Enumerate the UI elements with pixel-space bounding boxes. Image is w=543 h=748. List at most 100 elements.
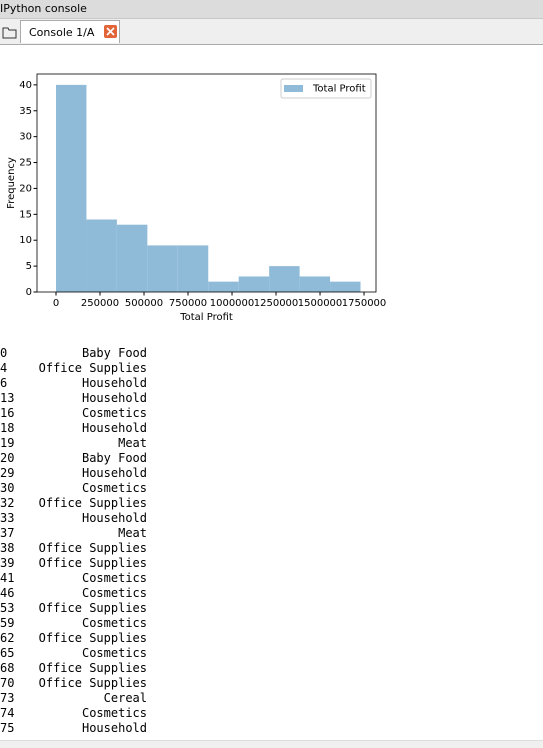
row-value: Baby Food (81, 451, 147, 465)
y-tick-label: 15 (19, 209, 32, 220)
output-row: 74 Cosmetics (0, 706, 150, 721)
row-index: 75 (0, 721, 15, 735)
row-value: Cosmetics (81, 406, 147, 420)
bar (177, 245, 209, 292)
row-value: Cosmetics (81, 616, 147, 630)
output-row: 13 Household (0, 391, 150, 406)
output-row: 18 Household (0, 421, 150, 436)
y-tick-label: 35 (19, 106, 32, 117)
window-title: IPython console (0, 2, 87, 15)
row-index: 20 (0, 451, 15, 465)
output-row: 41 Cosmetics (0, 571, 150, 586)
bar (56, 84, 87, 292)
y-tick-label: 10 (19, 235, 32, 246)
row-value: Office Supplies (38, 601, 147, 615)
row-value: Cosmetics (81, 586, 147, 600)
output-row: 75 Household (0, 721, 150, 736)
output-row: 32 Office Supplies (0, 496, 150, 511)
x-tick-label: 1500000 (298, 298, 343, 309)
row-index: 30 (0, 481, 15, 495)
x-tick-label: 1750000 (342, 298, 387, 309)
bar (116, 224, 148, 292)
row-value: Cosmetics (81, 481, 147, 495)
row-index: 32 (0, 496, 15, 510)
row-index: 13 (0, 391, 15, 405)
output-row: 65 Cosmetics (0, 646, 150, 661)
x-tick-label: 250000 (81, 298, 119, 309)
row-value: Household (81, 391, 147, 405)
row-value: Household (81, 511, 147, 525)
output-row: 33 Household (0, 511, 150, 526)
legend-box (280, 78, 372, 99)
output-row: 20 Baby Food (0, 451, 150, 466)
row-index: 39 (0, 556, 15, 570)
output-row: 53 Office Supplies (0, 601, 150, 616)
bar (299, 276, 331, 292)
row-value: Office Supplies (38, 496, 147, 510)
row-index: 62 (0, 631, 15, 645)
bar (208, 281, 239, 292)
row-index: 6 (0, 376, 8, 390)
bar (147, 245, 178, 292)
output-row: 0 Baby Food (0, 346, 150, 361)
output-row: 68 Office Supplies (0, 661, 150, 676)
row-index: 59 (0, 616, 15, 630)
output-row: 62 Office Supplies (0, 631, 150, 646)
legend-label: Total Profit (312, 84, 366, 95)
row-value: Office Supplies (38, 661, 147, 675)
browse-icon[interactable] (2, 25, 18, 39)
output-row: 38 Office Supplies (0, 541, 150, 556)
row-index: 73 (0, 691, 15, 705)
y-tick-label: 30 (19, 132, 32, 143)
y-tick-label: 20 (19, 183, 32, 194)
output-row: 19 Meat (0, 436, 150, 451)
bar (269, 266, 300, 292)
x-tick-label: 1000000 (210, 298, 255, 309)
output-row: 30 Cosmetics (0, 481, 150, 496)
bar (238, 276, 270, 292)
x-tick-label: 750000 (169, 298, 207, 309)
scrollbar[interactable] (0, 740, 543, 748)
y-tick-label: 40 (19, 80, 32, 91)
row-index: 70 (0, 676, 15, 690)
output-row: 46 Cosmetics (0, 586, 150, 601)
output-row: 39 Office Supplies (0, 556, 150, 571)
x-tick-label: 500000 (125, 298, 163, 309)
row-index: 19 (0, 436, 15, 450)
row-value: Household (81, 721, 147, 735)
tab-bar: Console 1/A (0, 19, 543, 45)
row-index: 18 (0, 421, 15, 435)
row-value: Cosmetics (81, 646, 147, 660)
y-axis-label: Frequency (6, 157, 17, 209)
output-row: 4 Office Supplies (0, 361, 150, 376)
y-tick-label: 5 (26, 261, 32, 272)
row-index: 16 (0, 406, 15, 420)
close-tab[interactable] (104, 25, 117, 38)
y-tick-label: 25 (19, 158, 32, 169)
row-value: Office Supplies (38, 631, 147, 645)
row-value: Baby Food (81, 346, 147, 360)
bar (330, 281, 361, 292)
row-value: Cereal (103, 691, 147, 705)
output-row: 59 Cosmetics (0, 616, 150, 631)
y-tick-label: 0 (26, 287, 32, 298)
row-value: Meat (118, 526, 147, 540)
row-index: 38 (0, 541, 15, 555)
output-row: 6 Household (0, 376, 150, 391)
row-value: Cosmetics (81, 706, 147, 720)
row-value: Office Supplies (38, 541, 147, 555)
console-tab[interactable]: Console 1/A (20, 20, 120, 43)
plot-frame (36, 73, 377, 293)
row-value: Household (81, 466, 147, 480)
bar (86, 219, 117, 292)
chart: 0 5 10 15 20 25 30 35 40 0 250000 500000 750000 10000… (6, 73, 387, 323)
row-index: 68 (0, 661, 15, 675)
row-value: Cosmetics (81, 571, 147, 585)
output: 0 Baby Food 4 Office Supplies 6 Household 13 Ho… (0, 346, 150, 736)
x-axis-label: Total Profit (179, 312, 233, 323)
row-index: 4 (0, 361, 8, 375)
output-row: 37 Meat (0, 526, 150, 541)
output-row: 29 Household (0, 466, 150, 481)
row-index: 0 (0, 346, 8, 360)
